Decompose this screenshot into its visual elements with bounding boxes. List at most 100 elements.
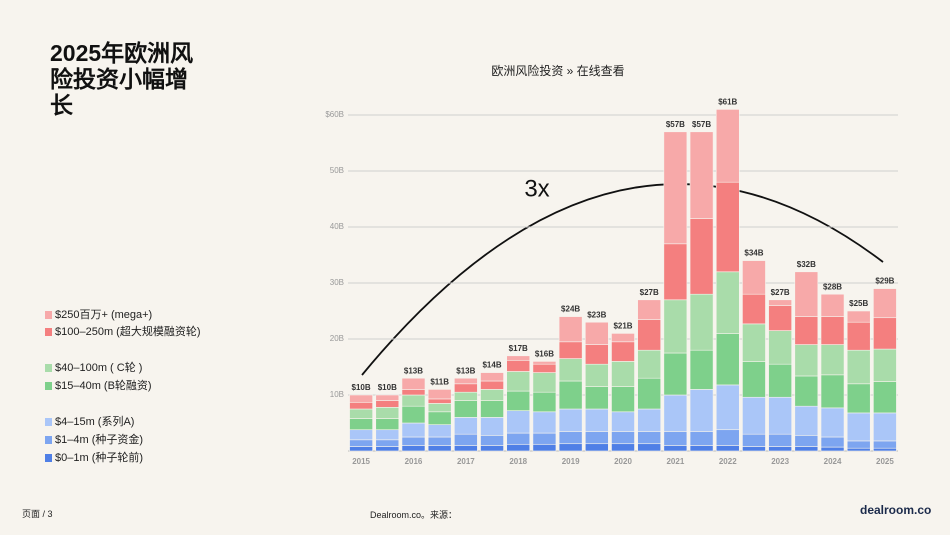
y-tick-label: 20B [330,334,344,343]
bar-segment [768,305,792,331]
bar-segment [846,310,871,323]
x-tick-label: 2017 [457,457,475,466]
bar-segment [846,412,871,442]
total-label: $17B [509,344,528,353]
total-label: $23B [587,310,606,319]
bar-segment [689,131,714,219]
bar-segment [480,372,504,382]
bar-segment [663,445,688,452]
bar-segment [794,435,819,447]
bar-segment [427,398,452,404]
bar-segment [873,317,897,350]
legend-swatch [45,418,52,426]
bar-segment [375,407,400,419]
bar-segment [820,446,845,452]
bar-segment [637,443,662,452]
bar-segment [768,446,792,452]
bar-segment [873,412,897,442]
total-label: $13B [404,366,423,375]
bar-segment [637,377,662,410]
bar-segment [584,386,609,410]
bar-segment [846,383,871,414]
source: Dealroom.co。来源： [370,510,458,520]
bar-segment [846,440,871,449]
slide-title: 2025年欧洲风险投资小幅增长 [50,40,194,118]
bar-segment [558,316,583,343]
bar-segment [663,243,688,301]
bar-segment [663,131,688,245]
legend-label: $1–4m (种子资金) [55,432,143,446]
total-label: $11B [430,378,449,387]
total-label: $57B [666,120,685,129]
bar-segment [794,405,819,436]
bar-segment [558,408,583,432]
x-tick-label: 2025 [876,457,894,466]
bar-segment [375,394,400,401]
bar-segment [637,431,662,445]
bar-segment [768,330,792,365]
bar-segment [715,384,740,431]
total-label: $14B [482,361,501,370]
bar-segment [794,271,819,317]
bar-segment [663,352,688,396]
bar-segment [532,432,557,445]
bar-segment [375,439,400,447]
bar-segment [637,408,662,432]
total-label: $34B [744,249,763,258]
bar-segment [742,396,766,435]
bar-segment [768,363,792,398]
bar-segment [427,411,452,425]
bar-segment [768,396,792,435]
x-tick-label: 2019 [562,457,580,466]
bar-segment [742,260,766,295]
bar-segment [349,418,373,431]
legend-label: $250百万+ (mega+) [55,309,152,321]
bar-segment [715,333,740,386]
bar-segment [349,408,373,419]
bar-segment [584,431,609,445]
bar-segment [611,333,635,343]
bar-segment [375,400,400,408]
bar-segment [532,443,557,452]
bar-segment [873,447,897,452]
bar-segment [794,316,819,345]
x-tick-label: 2022 [719,457,737,466]
bar-segment [584,408,609,432]
bar-segment [401,405,426,424]
bar-segment [349,439,373,447]
legend-label: $4–15m (系列A) [55,414,134,428]
bar-segment [794,344,819,377]
bar-segment [794,375,819,407]
bar-segment [637,299,662,320]
bar-segment [480,400,504,418]
page-number: 页面 / 3 [22,509,53,519]
bar-segment [689,445,714,452]
bar-segment [873,381,897,414]
bar-segment [742,446,766,452]
bar-segment [532,372,557,393]
bar-segment [454,391,478,401]
bar-segment [401,389,426,396]
bar-segment [427,424,452,438]
legend-swatch [45,311,52,319]
bar-segment [689,349,714,390]
bar-segment [480,389,504,401]
bar-segment [401,377,426,390]
legend-swatch [45,364,52,372]
bar-segment [742,361,766,398]
total-label: $61B [718,98,737,107]
bar-segment [873,440,897,449]
bar-segment [742,433,766,447]
legend-swatch [45,328,52,336]
y-tick-label: $60B [325,110,344,119]
bar-segment [820,436,845,448]
total-label: $16B [535,350,554,359]
bar-segment [820,407,845,438]
y-tick-label: 10B [330,390,344,399]
bar-segment [689,293,714,351]
bar-segment [768,299,792,306]
bar-segment [846,447,871,452]
y-tick-label: 30B [330,278,344,287]
legend-label: $0–1m (种子轮前) [55,450,143,464]
